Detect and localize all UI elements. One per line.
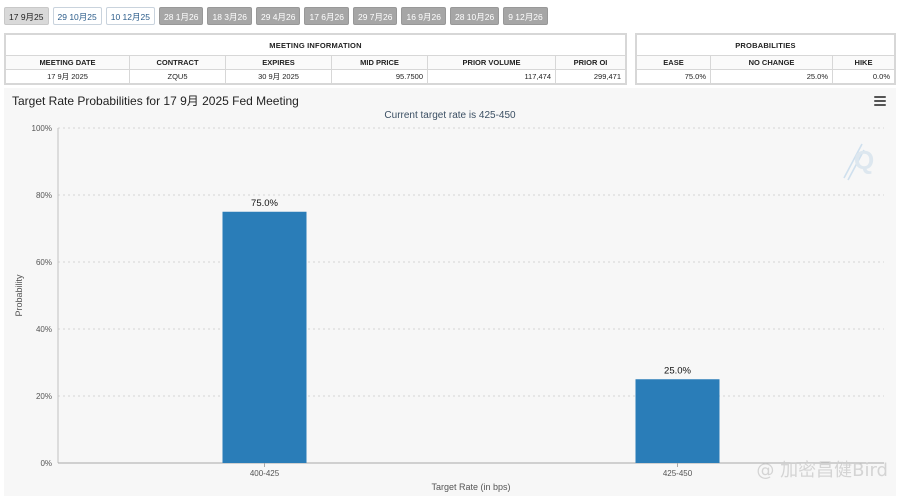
y-tick-label: 80% — [36, 191, 52, 200]
meeting-date-value: 17 9月 2025 — [5, 69, 130, 84]
tab-6[interactable]: 17 6月26 — [304, 7, 349, 25]
tab-8[interactable]: 16 9月26 — [401, 7, 446, 25]
x-tick-label: 425-450 — [663, 469, 693, 478]
tab-3[interactable]: 28 1月26 — [158, 7, 204, 25]
tab-9[interactable]: 28 10月26 — [449, 7, 500, 25]
probabilities-title: PROBABILITIES — [636, 34, 895, 56]
col-hike: HIKE — [832, 55, 895, 70]
col-ease: EASE — [636, 55, 711, 70]
hike-value: 0.0% — [832, 69, 895, 84]
y-tick-label: 60% — [36, 258, 52, 267]
chart-subtitle: Current target rate is 425-450 — [384, 110, 516, 121]
contract-value: ZQU5 — [129, 69, 226, 84]
y-axis-title: Probability — [14, 274, 24, 317]
data-label: 75.0% — [251, 198, 278, 209]
col-contract: CONTRACT — [129, 55, 226, 70]
chart-title: Target Rate Probabilities for 17 9月 2025… — [12, 94, 299, 108]
col-prior-volume: PRIOR VOLUME — [427, 55, 556, 70]
y-tick-label: 20% — [36, 392, 52, 401]
meeting-tabs: 17 9月25 29 10月25 10 12月25 28 1月26 18 3月26 29 … — [4, 7, 548, 25]
chart-panel: Target Rate Probabilities for 17 9月 2025… — [4, 88, 896, 496]
svg-text:Q: Q — [854, 145, 874, 175]
expires-value: 30 9月 2025 — [225, 69, 332, 84]
prior-volume-value: 117,474 — [427, 69, 556, 84]
q-logo-icon: Q — [843, 143, 874, 181]
watermark: @ 加密昌健Bird — [756, 460, 888, 481]
col-prior-oi: PRIOR OI — [555, 55, 626, 70]
meeting-information-panel: MEETING INFORMATION MEETING DATE CONTRAC… — [4, 33, 627, 85]
y-tick-label: 0% — [40, 459, 52, 468]
probabilities-panel: PROBABILITIES EASE NO CHANGE HIKE 75.0% … — [635, 33, 896, 85]
col-meeting-date: MEETING DATE — [5, 55, 130, 70]
x-axis-title: Target Rate (in bps) — [431, 482, 510, 492]
col-no-change: NO CHANGE — [710, 55, 833, 70]
bar-chart: 0% 20% 40% 60% 80% 100% 75.0% 400-425 25.0% 425-4… — [14, 124, 884, 492]
bar-400-425 — [222, 211, 307, 463]
x-tick-label: 400-425 — [250, 469, 280, 478]
data-label: 25.0% — [664, 365, 691, 376]
hamburger-menu-icon[interactable] — [874, 96, 886, 106]
ease-value: 75.0% — [636, 69, 711, 84]
bar-425-450 — [635, 379, 720, 463]
tab-2[interactable]: 10 12月25 — [105, 7, 155, 25]
tab-5[interactable]: 29 4月26 — [255, 7, 301, 25]
y-tick-label: 100% — [32, 124, 52, 133]
y-tick-label: 40% — [36, 325, 52, 334]
tab-1[interactable]: 29 10月25 — [52, 7, 102, 25]
col-expires: EXPIRES — [225, 55, 332, 70]
col-mid-price: MID PRICE — [331, 55, 428, 70]
tab-0[interactable]: 17 9月25 — [4, 7, 49, 25]
mid-price-value: 95.7500 — [331, 69, 428, 84]
meeting-information-title: MEETING INFORMATION — [5, 34, 626, 56]
tab-7[interactable]: 29 7月26 — [352, 7, 398, 25]
prior-oi-value: 299,471 — [555, 69, 626, 84]
tab-4[interactable]: 18 3月26 — [207, 7, 252, 25]
tab-10[interactable]: 9 12月26 — [503, 7, 548, 25]
no-change-value: 25.0% — [710, 69, 833, 84]
